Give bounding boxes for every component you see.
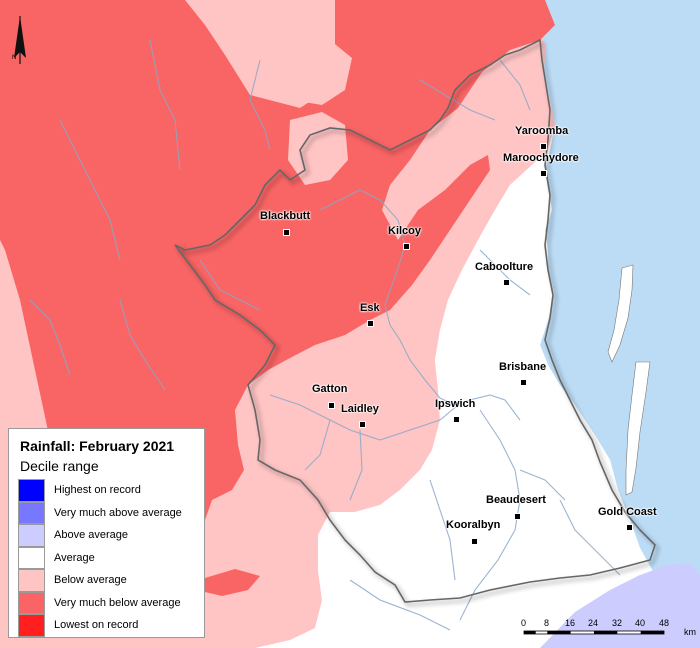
marker-gold-coast <box>626 524 633 531</box>
legend-label: Highest on record <box>54 484 141 496</box>
marker-kilcoy <box>403 243 410 250</box>
legend: Rainfall: February 2021 Decile range Hig… <box>8 428 205 638</box>
scale-tick-40: 40 <box>635 618 646 628</box>
scale-bar-graphic <box>523 630 665 635</box>
marker-gatton <box>328 402 335 409</box>
label-kilcoy: Kilcoy <box>388 225 422 237</box>
marker-ipswich <box>453 416 460 423</box>
zone-below-average-hole <box>232 0 352 105</box>
marker-brisbane <box>520 379 527 386</box>
legend-swatch <box>18 546 45 569</box>
legend-label: Very much below average <box>54 596 181 609</box>
marker-esk <box>367 320 374 327</box>
label-esk: Esk <box>360 302 380 314</box>
legend-subtitle: Decile range <box>20 458 99 474</box>
legend-swatch <box>18 479 45 502</box>
north-label: N <box>12 55 17 61</box>
rivers <box>29 39 621 631</box>
zone-very-much-below-average-small <box>205 569 260 596</box>
label-kooralbyn: Kooralbyn <box>446 519 501 531</box>
scale-unit: km <box>684 627 696 637</box>
label-brisbane: Brisbane <box>499 361 547 373</box>
scale-tick-8: 8 <box>544 618 550 628</box>
north-arrow-icon <box>14 16 26 64</box>
region-boundary <box>174 38 656 603</box>
scale-tick-32: 32 <box>612 618 623 628</box>
legend-swatch <box>18 614 45 637</box>
scale-tick-16: 16 <box>565 618 576 628</box>
label-caboolture: Caboolture <box>475 261 534 273</box>
label-blackbutt: Blackbutt <box>260 210 311 222</box>
label-beaudesert: Beaudesert <box>486 494 546 506</box>
zone-above-average <box>540 563 700 648</box>
legend-label: Above average <box>54 529 128 541</box>
legend-label: Below average <box>54 574 127 586</box>
label-gatton: Gatton <box>312 383 348 395</box>
scale-tick-24: 24 <box>588 618 599 628</box>
legend-label: Average <box>54 551 95 564</box>
zone-below-average-hole-2 <box>288 112 348 185</box>
legend-swatch <box>18 501 45 524</box>
legend-swatch <box>18 591 45 614</box>
scale-bar: 0 8 16 24 32 40 48 km <box>516 617 700 648</box>
zone-average <box>318 165 680 648</box>
label-yaroomba: Yaroomba <box>515 125 569 137</box>
legend-label: Very much above average <box>54 506 182 519</box>
label-maroochydore: Maroochydore <box>503 152 579 164</box>
label-gold-coast: Gold Coast <box>598 506 657 518</box>
zone-very-much-below-average <box>0 0 555 560</box>
island-south <box>625 361 651 496</box>
legend-label: Lowest on record <box>54 619 139 631</box>
marker-kooralbyn <box>471 538 478 545</box>
label-laidley: Laidley <box>341 403 379 415</box>
scale-tick-0: 0 <box>521 618 527 628</box>
marker-maroochydore <box>540 170 547 177</box>
marker-laidley <box>359 421 366 428</box>
legend-swatch <box>18 569 45 592</box>
island-north <box>607 264 634 363</box>
marker-yaroomba <box>540 143 547 150</box>
marker-beaudesert <box>514 513 521 520</box>
legend-title: Rainfall: February 2021 <box>20 438 175 454</box>
legend-swatch <box>18 524 45 547</box>
marker-caboolture <box>503 279 510 286</box>
marker-blackbutt <box>283 229 290 236</box>
scale-tick-48: 48 <box>659 618 670 628</box>
label-ipswich: Ipswich <box>435 398 476 410</box>
